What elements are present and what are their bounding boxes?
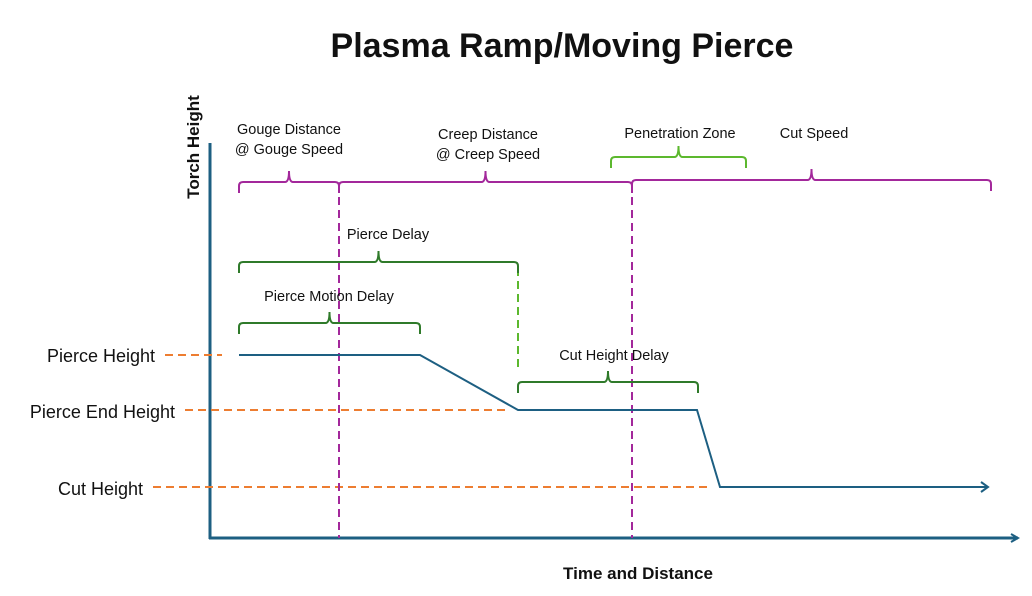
gouge-distance-brace xyxy=(238,170,340,193)
creep-speed-label: @ Creep Speed xyxy=(436,147,540,163)
penetration-zone-brace xyxy=(610,145,747,168)
pierce-delay-brace xyxy=(238,250,519,273)
profile-arrowhead xyxy=(980,481,990,493)
y-axis-title: Torch Height xyxy=(184,95,203,199)
pierce-motion-delay-label: Pierce Motion Delay xyxy=(264,289,394,305)
creep-distance-label: Creep Distance xyxy=(438,127,538,143)
penetration-zone-label: Penetration Zone xyxy=(624,126,735,142)
pierce-end-height-label: Pierce End Height xyxy=(30,402,175,422)
diagram-title: Plasma Ramp/Moving Pierce xyxy=(331,27,794,65)
gouge-speed-label: @ Gouge Speed xyxy=(235,142,343,158)
pierce-delay-label: Pierce Delay xyxy=(347,227,430,243)
x-axis-title: Time and Distance xyxy=(563,564,713,583)
cut-speed-brace xyxy=(631,168,992,191)
pierce-motion-delay-brace xyxy=(238,311,421,334)
cut-height-label: Cut Height xyxy=(58,479,143,499)
gouge-distance-label: Gouge Distance xyxy=(237,122,341,138)
cut-speed-label: Cut Speed xyxy=(780,126,849,142)
pierce-height-label: Pierce Height xyxy=(47,346,155,366)
cut-height-delay-label: Cut Height Delay xyxy=(559,348,669,364)
cut-height-delay-brace xyxy=(517,370,699,393)
creep-distance-brace xyxy=(338,170,633,193)
torch-height-profile xyxy=(239,354,988,488)
